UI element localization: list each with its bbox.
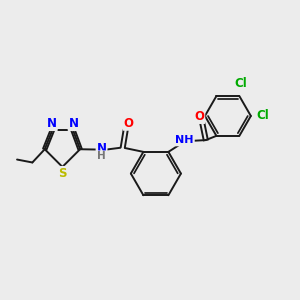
Text: S: S (58, 167, 67, 180)
Text: O: O (124, 117, 134, 130)
Text: Cl: Cl (257, 109, 270, 122)
Text: H: H (97, 151, 106, 161)
Text: N: N (47, 117, 57, 130)
Text: N: N (69, 117, 79, 130)
Text: N: N (97, 142, 106, 154)
Text: NH: NH (175, 135, 194, 146)
Text: O: O (194, 110, 204, 123)
Text: Cl: Cl (235, 77, 247, 90)
